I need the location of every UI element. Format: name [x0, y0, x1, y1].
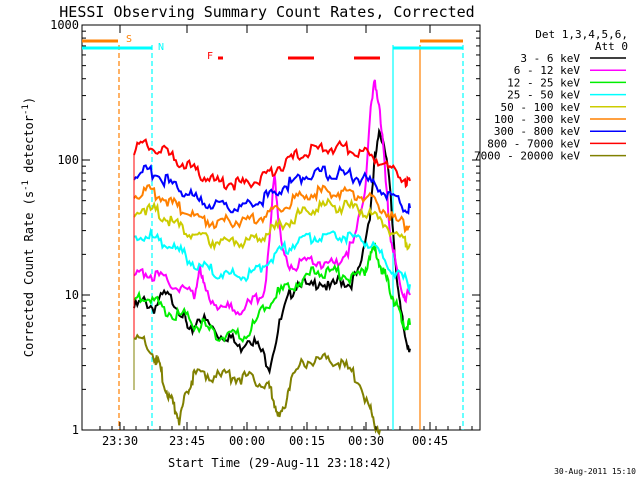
plot-area: S N F [81, 24, 481, 436]
x-tick-label-5: 00:45 [412, 434, 448, 448]
series-line-8 [133, 333, 381, 436]
timestamp: 30-Aug-2011 15:10 [554, 467, 636, 476]
y-axis-label: Corrected Count Rate (s-1 detector-1) [21, 97, 36, 357]
y-tick-label-1: 10 [65, 288, 79, 302]
x-axis: 23:30 23:45 00:00 00:15 00:30 00:45 [99, 25, 473, 448]
series-line-5 [133, 184, 411, 234]
top-marker-2: F [207, 51, 213, 62]
legend-label-7: 800 - 7000 keV [487, 137, 580, 150]
legend-header-1: Det 1,3,4,5,6, [535, 28, 628, 41]
y-axis-label-main: Corrected Count Rate (s [22, 191, 36, 357]
legend-label-0: 3 - 6 keV [520, 52, 580, 65]
plot-frame [81, 24, 481, 431]
series-line-3 [133, 227, 411, 294]
x-tick-label-4: 00:30 [348, 434, 384, 448]
legend-header-2: Att 0 [595, 40, 628, 53]
series-line-2 [133, 242, 411, 344]
series-line-7 [133, 138, 411, 191]
y-axis-label-mid: detector [22, 115, 36, 180]
series-line-1 [133, 79, 411, 316]
legend-label-2: 12 - 25 keV [507, 76, 580, 89]
y-tick-label-3: 1000 [50, 18, 79, 32]
y-axis-label-sup1: -1 [21, 180, 31, 191]
series-8 [133, 333, 381, 436]
legend-label-3: 25 - 50 keV [507, 89, 580, 102]
y-axis-label-sup2: -1 [21, 104, 31, 115]
x-tick-label-3: 00:15 [289, 434, 325, 448]
series-line-4 [133, 197, 411, 252]
y-tick-label-2: 100 [57, 153, 79, 167]
x-tick-label-0: 23:30 [102, 434, 138, 448]
y-axis: 1 10 100 1000 [50, 18, 480, 437]
legend-label-6: 300 - 800 keV [494, 125, 580, 138]
x-tick-label-2: 00:00 [229, 434, 265, 448]
top-marker-0: S [126, 34, 132, 45]
legend-label-4: 50 - 100 keV [501, 101, 581, 114]
legend-label-1: 6 - 12 keV [514, 64, 581, 77]
top-marker-1: N [158, 42, 164, 53]
y-tick-label-0: 1 [72, 423, 79, 437]
x-axis-label: Start Time (29-Aug-11 23:18:42) [168, 456, 392, 470]
legend-label-8: 7000 - 20000 keV [474, 150, 580, 163]
legend-label-5: 100 - 300 keV [494, 113, 580, 126]
y-axis-label-end: ) [22, 97, 36, 104]
chart-title: HESSI Observing Summary Count Rates, Cor… [59, 3, 474, 21]
x-tick-label-1: 23:45 [169, 434, 205, 448]
series-line-6 [133, 163, 411, 216]
